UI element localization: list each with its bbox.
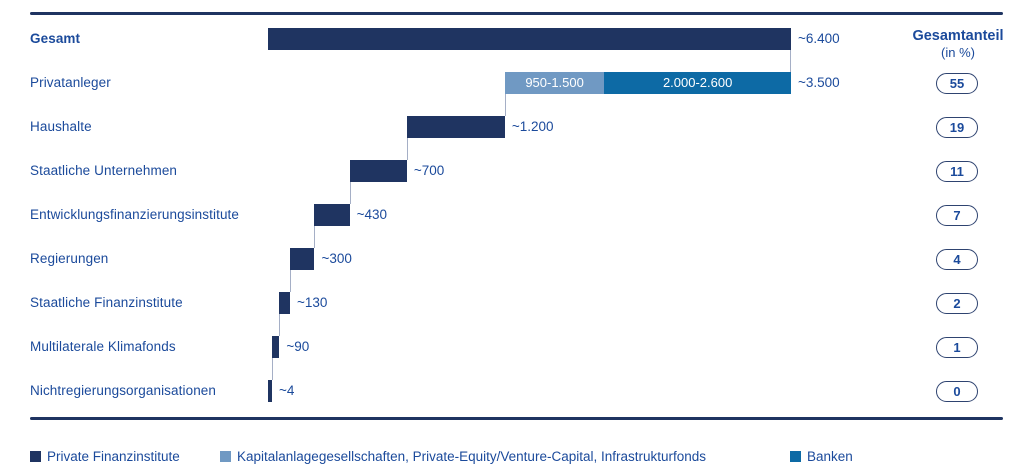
legend-item-kapitalanlagegesellschaften-pr: Kapitalanlagegesellschaften, Private-Equ…: [220, 448, 707, 464]
legend-swatch-navy: [30, 450, 41, 462]
bar-segment-privatanleger-mid: [604, 72, 791, 94]
row-label-nichtregierungsorganisationen: Nichtregierungsorganisationen: [30, 383, 217, 398]
value-label-regierungen: ~300: [321, 251, 352, 266]
share-badge-staatliche-finanzinstitute: 2: [936, 292, 978, 314]
bar-gesamt: [268, 28, 791, 50]
waterfall-connector: [289, 270, 291, 292]
value-label-staatliche-unternehmen: ~700: [413, 163, 445, 178]
waterfall-connector: [279, 314, 281, 336]
waterfall-connector: [272, 358, 273, 380]
bar-haushalte: [406, 116, 505, 138]
share-badge-staatliche-unternehmen: 11: [936, 160, 978, 182]
bar-regierungen: [289, 248, 315, 270]
waterfall-connector: [790, 50, 791, 72]
share-column-subtitle: (in %): [941, 45, 975, 60]
legend-label: Kapitalanlagegesellschaften, Private-Equ…: [237, 448, 707, 464]
value-label-privatanleger: ~3.500: [798, 75, 840, 90]
waterfall-connector: [504, 94, 506, 116]
bottom-divider: [30, 417, 1003, 420]
row-label-privatanleger: Privatanleger: [30, 75, 111, 90]
share-column-header: Gesamtanteil (in %): [884, 29, 1016, 61]
value-label-haushalte: ~1.200: [511, 119, 554, 134]
row-label-multilaterale-klimafonds: Multilaterale Klimafonds: [30, 339, 176, 354]
bar-staatliche-finanzinstitute: [279, 292, 290, 314]
row-label-entwicklungsfinanzierungsinstitute: Entwicklungsfinanzierungsinstitute: [30, 207, 240, 222]
share-column-title: Gesamtanteil: [912, 28, 1004, 44]
share-badge-entwicklungsfinanzierungsinstitute: 7: [936, 204, 978, 226]
bar-segment-label: 950-1.500: [525, 75, 584, 90]
waterfall-connector: [314, 226, 316, 248]
value-label-staatliche-finanzinstitute: ~130: [296, 295, 328, 310]
legend-swatch-mid: [790, 450, 801, 462]
waterfall-connector: [406, 138, 408, 160]
share-badge-privatanleger: 55: [936, 72, 978, 94]
bar-entwicklungsfinanzierungsinstitute: [314, 204, 350, 226]
top-divider: [30, 12, 1003, 15]
legend-label: Private Finanzinstitute: [47, 448, 180, 464]
value-label-entwicklungsfinanzierungsinstitute: ~430: [356, 207, 388, 222]
share-badge-multilaterale-klimafonds: 1: [936, 336, 978, 358]
share-badge-nichtregierungsorganisationen: 0: [936, 380, 978, 402]
waterfall-connector: [349, 182, 351, 204]
bar-segment-label: 2.000-2.600: [662, 75, 733, 90]
share-badge-regierungen: 4: [936, 248, 978, 270]
row-label-gesamt: Gesamt: [30, 31, 81, 46]
row-label-staatliche-unternehmen: Staatliche Unternehmen: [30, 163, 178, 178]
row-label-staatliche-finanzinstitute: Staatliche Finanzinstitute: [30, 295, 183, 310]
bar-staatliche-unternehmen: [349, 160, 407, 182]
row-label-haushalte: Haushalte: [30, 119, 92, 134]
bar-segment-privatanleger-light: [504, 72, 605, 94]
legend-item-private-finanzinstitute: Private Finanzinstitute: [30, 448, 180, 464]
bar-nichtregierungsorganisationen: [268, 380, 272, 402]
legend-item-banken: Banken: [790, 448, 853, 464]
value-label-nichtregierungsorganisationen: ~4: [279, 383, 295, 398]
legend-swatch-light: [220, 450, 231, 462]
row-label-regierungen: Regierungen: [30, 251, 109, 266]
value-label-gesamt: ~6.400: [798, 31, 840, 46]
legend-label: Banken: [807, 448, 853, 464]
value-label-multilaterale-klimafonds: ~90: [286, 339, 310, 354]
bar-multilaterale-klimafonds: [272, 336, 280, 358]
share-badge-haushalte: 19: [936, 116, 978, 138]
